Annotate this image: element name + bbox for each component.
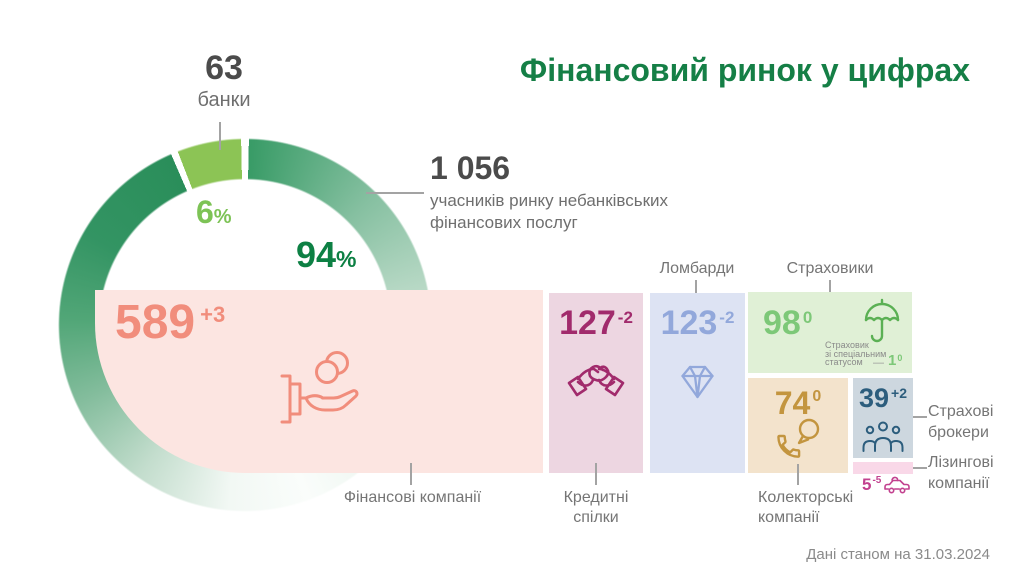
people-icon [862,420,904,452]
financial-companies-value: 589 +3 [115,296,226,349]
pawnshops-label: Ломбарди [659,260,735,277]
pawnshops-callout-line [695,280,697,293]
leasing-block [853,462,913,474]
insurers-delta: 0 [802,308,813,327]
nonbank-participants-label: учасників ринку небанківських фінансових… [430,191,669,232]
nonbank-callout-line [366,192,424,194]
percent-sign: % [336,246,357,272]
insurance-brokers-block: 39 +2 [853,378,913,458]
collectors-block: 74 0 [748,378,848,473]
car-icon [884,475,910,495]
banks-header: 63 банки [164,50,284,112]
insurers-value: 98 0 [763,304,813,342]
nonbank-percent: 94 % [296,234,357,275]
banks-count: 63 [205,49,243,87]
insurance-brokers-value: 39 +2 [858,383,907,413]
leasing-label: Лізингові компанії [928,454,994,492]
credit-unions-value: 127 -2 [559,304,633,342]
handshake-icon [565,359,627,411]
collectors-delta: 0 [812,388,822,405]
financial-companies-label: Фінансові компанії [343,489,482,506]
hand-coins-icon [280,348,366,424]
special-status-insurer-label: Страховик зі спеціальним статусом [825,340,887,367]
insurance-brokers-label: Страхові брокери [928,403,994,441]
credit-unions-block: 127 -2 [549,293,643,473]
credit-unions-label: Кредитні спілки [563,489,629,526]
collectors-callout-line [797,464,799,485]
leasing-delta: -5 [872,475,882,486]
financial-callout-line [410,463,412,485]
pawnshops-delta: -2 [719,308,735,327]
banks-callout-line [219,122,221,150]
banks-label: банки [197,89,251,111]
nonbank-participants-count: 1 056 [430,150,511,186]
insurers-block: 98 0 Страховик зі спеціальним статусом —… [748,292,912,373]
banks-percent: 6 % [196,194,232,230]
credit-unions-delta: -2 [617,308,633,327]
diamond-icon [675,363,720,401]
collectors-label: Колекторські компанії [758,489,854,526]
percent-sign: % [213,206,232,228]
insurance-brokers-delta: +2 [891,385,907,401]
date-note: Дані станом на 31.03.2024 [806,546,990,563]
financial-companies-delta: +3 [200,302,226,327]
pawnshops-value: 123 -2 [660,304,735,342]
credit-callout-line [595,463,597,485]
insurers-label: Страховики [786,260,874,277]
pawnshops-block: 123 -2 [650,293,745,473]
leasing-value: 5 -5 [862,475,882,494]
financial-companies-block: 589 +3 [95,290,543,473]
collectors-value: 74 0 [774,385,822,421]
insurers-callout-line [829,280,831,292]
leasing-callout-line [913,467,927,469]
brokers-callout-line [913,416,927,418]
special-status-insurer-delta: 0 [897,353,903,363]
special-status-insurer-value: — 1 0 [873,352,903,369]
phone-chat-icon [774,418,822,466]
page-title: Фінансовий ринок у цифрах [519,52,970,88]
umbrella-icon [862,297,902,345]
